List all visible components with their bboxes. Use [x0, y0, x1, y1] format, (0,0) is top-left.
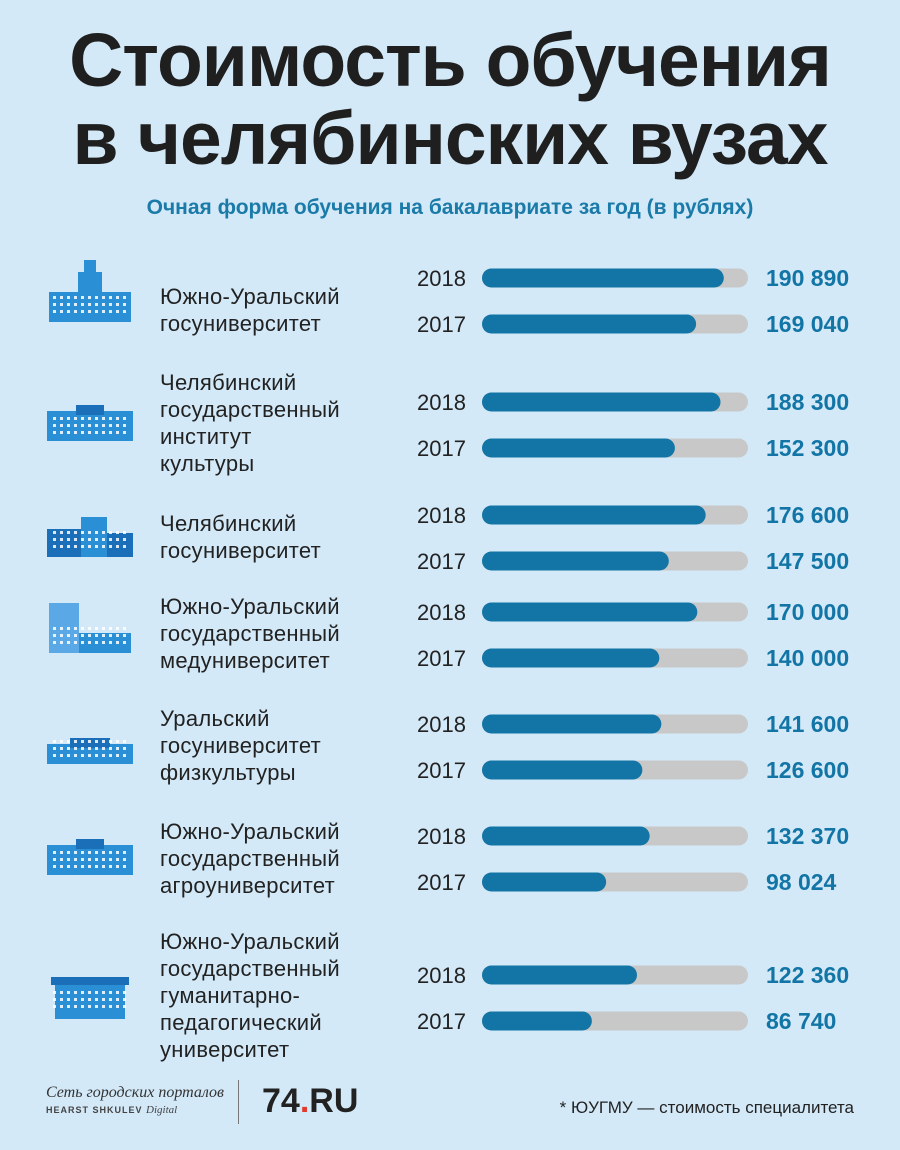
year-label: 2018: [417, 503, 466, 528]
footer-divider: [238, 1080, 239, 1124]
university-name: Челябинский госуниверситет: [160, 510, 400, 564]
value-label: 126 600: [766, 757, 849, 783]
university-name-line: государственный: [160, 621, 341, 646]
year-label: 2017: [417, 549, 466, 574]
brand-logo: 74.RU: [262, 1082, 358, 1121]
university-name-line: медуниверситет: [160, 648, 330, 673]
bar: [482, 268, 724, 288]
subtitle: Очная форма обучения на бакалавриате за …: [146, 196, 754, 219]
value-label: 98 024: [766, 869, 837, 895]
value-label: 147 500: [766, 548, 849, 574]
bar: [482, 872, 607, 892]
university-name-line: Челябинский: [160, 511, 297, 536]
network-name: Сеть городских порталов: [46, 1084, 224, 1101]
university-name-line: госуниверситет: [160, 733, 322, 758]
value-label: 188 300: [766, 389, 849, 415]
value-label: 122 360: [766, 962, 849, 988]
university-name-line: Уральский: [160, 706, 270, 731]
university-name: Южно-Уральский государственный медуниверси…: [160, 593, 400, 674]
title-line-2: в челябинских вузах: [72, 96, 829, 180]
year-label: 2017: [417, 436, 466, 461]
building-icon: [47, 839, 133, 875]
university-name-line: Южно-Уральский: [160, 594, 340, 619]
bar: [482, 1011, 592, 1031]
value-label: 132 370: [766, 823, 849, 849]
bar: [482, 965, 637, 985]
value-label: 190 890: [766, 265, 849, 291]
bar: [482, 392, 721, 412]
university-name-line: педагогический: [160, 1010, 322, 1035]
university-name-line: государственный: [160, 846, 341, 871]
value-label: 170 000: [766, 599, 849, 625]
university-name-line: государственный: [160, 397, 341, 422]
university-name-line: госуниверситет: [160, 538, 322, 563]
year-label: 2018: [417, 963, 466, 988]
bar: [482, 505, 706, 525]
university-name-line: культуры: [160, 451, 255, 476]
year-label: 2018: [417, 824, 466, 849]
value-label: 140 000: [766, 645, 849, 671]
year-label: 2018: [417, 266, 466, 291]
value-label: 86 740: [766, 1008, 836, 1034]
brand-dot: .: [299, 1082, 310, 1120]
bar: [482, 648, 660, 668]
value-label: 169 040: [766, 311, 849, 337]
network-sub-digital: Digital: [146, 1104, 178, 1116]
university-name-line: университет: [160, 1037, 290, 1062]
university-name-line: физкультуры: [160, 760, 296, 785]
network-logo: Сеть городских порталов HEARST SHKULEV D…: [46, 1084, 224, 1116]
university-name: Уральский госуниверситет физкультуры: [160, 705, 400, 786]
bar: [482, 602, 698, 622]
building-icon: [51, 977, 129, 1019]
bar: [482, 714, 662, 734]
bar: [482, 760, 643, 780]
brand-number: 74: [262, 1082, 300, 1120]
building-icon: [49, 260, 131, 322]
university-name-line: Челябинский: [160, 370, 297, 395]
brand-suffix: RU: [309, 1082, 359, 1120]
year-label: 2017: [417, 312, 466, 337]
year-label: 2017: [417, 646, 466, 671]
year-label: 2017: [417, 1009, 466, 1034]
university-name-line: Южно-Уральский: [160, 284, 340, 309]
university-name: Южно-Уральский государственный агроуниверс…: [160, 818, 400, 899]
building-icon: [47, 517, 133, 557]
value-label: 141 600: [766, 711, 849, 737]
value-label: 152 300: [766, 435, 849, 461]
year-label: 2018: [417, 712, 466, 737]
building-icon: [47, 738, 133, 764]
university-name: Южно-Уральский госуниверситет: [160, 283, 400, 337]
bar: [482, 826, 650, 846]
university-name-line: агроуниверситет: [160, 873, 336, 898]
footnote: * ЮУГМУ — стоимость специалитета: [559, 1098, 854, 1117]
building-icon: [47, 405, 133, 441]
university-name-line: Южно-Уральский: [160, 819, 340, 844]
university-name-line: гуманитарно-: [160, 983, 301, 1008]
bar: [482, 314, 697, 334]
network-sub: HEARST SHKULEV: [46, 1105, 143, 1115]
year-label: 2018: [417, 390, 466, 415]
bar: [482, 551, 669, 571]
value-label: 176 600: [766, 502, 849, 528]
year-label: 2017: [417, 870, 466, 895]
year-label: 2017: [417, 758, 466, 783]
bar: [482, 438, 675, 458]
university-name-line: институт: [160, 424, 252, 449]
university-name-line: государственный: [160, 956, 341, 981]
title-line-1: Стоимость обучения: [69, 18, 832, 102]
university-name: Южно-Уральский государственный гуманитарно…: [160, 928, 400, 1063]
year-label: 2018: [417, 600, 466, 625]
university-name-line: госуниверситет: [160, 311, 322, 336]
university-name: Челябинский государственный институт культу…: [160, 369, 400, 477]
building-icon: [49, 603, 131, 653]
university-name-line: Южно-Уральский: [160, 929, 340, 954]
